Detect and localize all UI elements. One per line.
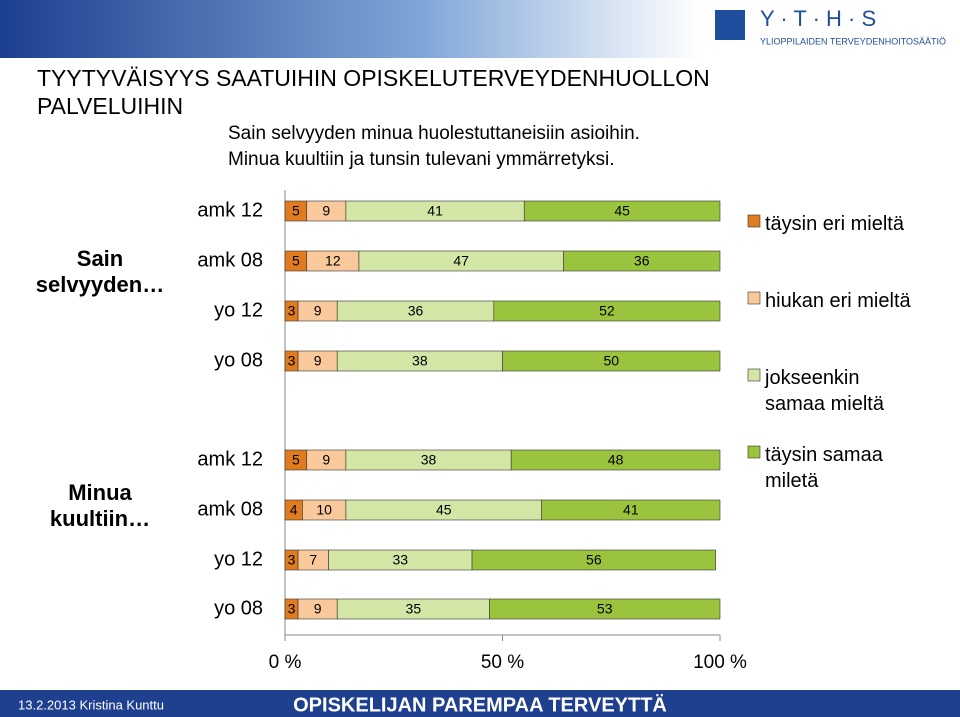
legend-label: täysin eri mieltä [765,213,904,235]
legend-swatch [747,291,761,305]
data-label: 52 [599,303,615,319]
subtitle: Sain selvyyden minua huolestuttaneisiin … [228,121,640,173]
data-label: 33 [392,552,408,568]
data-label: 56 [586,552,602,568]
data-label: 35 [406,601,422,617]
banner [0,0,700,58]
y-tick-label: amk 08 [197,249,263,271]
logo-name: Y · T · H · S [760,6,876,31]
data-label: 12 [325,253,341,269]
data-label: 38 [421,452,437,468]
logo-icon [715,10,745,40]
bar-segment [471,549,716,571]
y-tick-label: yo 08 [214,349,263,371]
subtitle-line: Minua kuultiin ja tunsin tulevani ymmärr… [228,149,615,170]
x-tick-label: 50 % [481,652,524,673]
y-tick-label: amk 12 [197,199,263,221]
data-label: 10 [316,502,332,518]
data-label: 9 [314,303,322,319]
data-label: 3 [288,353,296,369]
data-label: 4 [290,502,298,518]
data-label: 5 [292,203,300,219]
group-label: Sain selvyyden… [35,246,165,297]
data-label: 3 [288,552,296,568]
data-label: 5 [292,452,300,468]
logo-subtitle: YLIOPPILAIDEN TERVEYDENHOITOSÄÄTIÖ [760,36,946,46]
data-label: 9 [314,353,322,369]
legend-swatch [747,445,761,459]
y-tick-label: amk 12 [197,448,263,470]
legend-label: täysin samaa miletä [765,444,883,492]
x-tick-label: 0 % [269,652,302,673]
data-label: 45 [436,502,452,518]
footer-bar [0,690,960,717]
data-label: 3 [288,303,296,319]
group-label: Minua kuultiin… [49,480,151,531]
legend-swatch [747,214,761,228]
data-label: 7 [309,552,317,568]
x-tick-label: 100 % [693,652,747,673]
data-label: 9 [314,601,322,617]
legend-label: jokseenkin samaa mieltä [765,367,884,415]
subtitle-line: Sain selvyyden minua huolestuttaneisiin … [228,123,640,144]
y-tick-label: yo 12 [214,299,263,321]
footer-slogan: OPISKELIJAN PAREMPAA TERVEYTTÄ [293,693,667,716]
data-label: 41 [623,502,639,518]
bar-segment [510,449,721,471]
bar-segment [502,350,721,372]
data-label: 3 [288,601,296,617]
data-label: 36 [408,303,424,319]
legend-swatch [747,368,761,382]
title: TYYTYVÄISYYS SAATUIHIN OPISKELUTERVEYDEN… [37,65,710,119]
data-label: 36 [634,253,650,269]
legend-label: hiukan eri mieltä [765,290,911,312]
data-label: 9 [322,452,330,468]
data-label: 5 [292,253,300,269]
data-label: 50 [603,353,619,369]
data-label: 41 [427,203,443,219]
bar-segment [523,200,721,222]
bar-segment [489,598,721,620]
data-label: 48 [608,452,624,468]
data-label: 53 [597,601,613,617]
y-tick-label: amk 08 [197,498,263,520]
bar-segment [541,499,721,521]
data-label: 9 [322,203,330,219]
data-label: 45 [614,203,630,219]
footer-date: 13.2.2013 Kristina Kunttu [18,697,164,712]
data-label: 38 [412,353,428,369]
y-tick-label: yo 08 [214,597,263,619]
bar-segment [563,250,721,272]
data-label: 47 [453,253,469,269]
bar-segment [493,300,721,322]
y-tick-label: yo 12 [214,548,263,570]
